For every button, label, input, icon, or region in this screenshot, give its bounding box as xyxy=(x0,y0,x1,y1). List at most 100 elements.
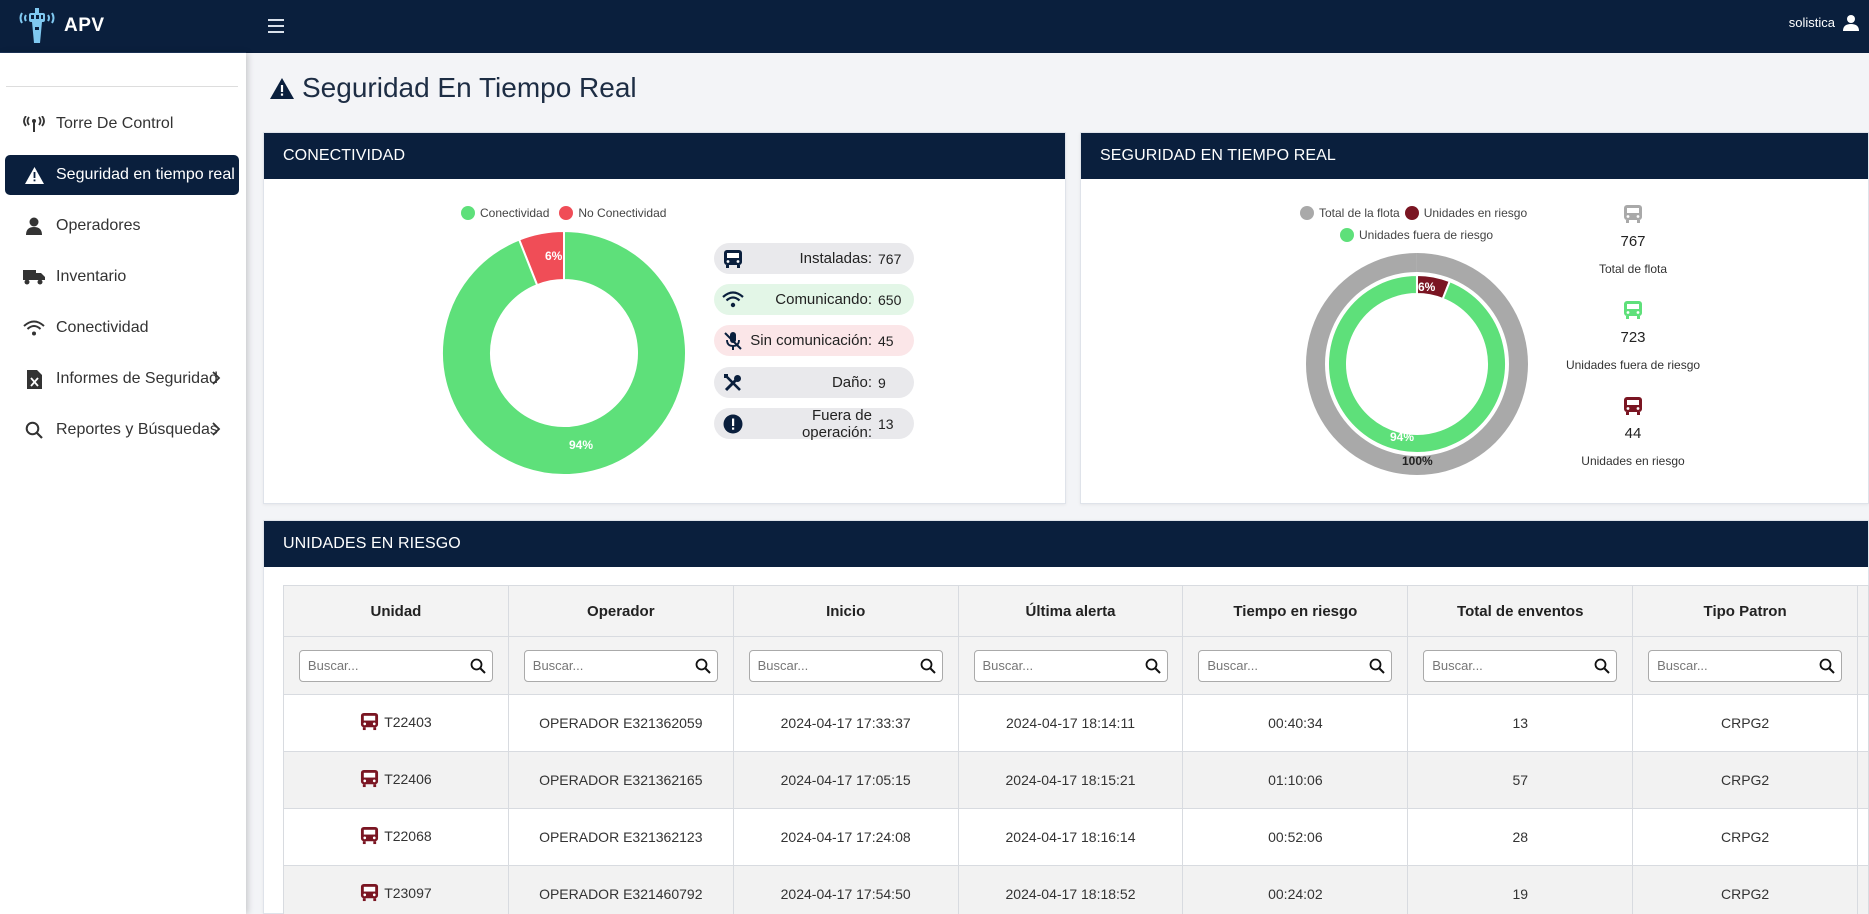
sidebar-item-label: Seguridad en tiempo real xyxy=(56,166,235,183)
search-field-total-eventos[interactable] xyxy=(1423,649,1618,682)
cell-operador: OPERADOR E321362059 xyxy=(507,694,734,752)
column-header-ultima-alerta[interactable]: Última alerta xyxy=(957,585,1184,637)
stat-label: Unidades fuera de riesgo xyxy=(1565,358,1701,372)
stat-value: 13 xyxy=(878,415,894,432)
stat-value: 767 xyxy=(1620,233,1646,250)
brand[interactable]: APV xyxy=(0,0,246,53)
cell-tiempo-riesgo: 00:40:34 xyxy=(1182,694,1409,752)
search-field-operador[interactable] xyxy=(523,649,718,682)
table-row[interactable]: T22406 OPERADOR E321362165 2024-04-17 17:0… xyxy=(283,751,1869,809)
column-header-operador[interactable]: Operador xyxy=(507,585,734,637)
column-header-tipo-patron[interactable]: Tipo Patron xyxy=(1632,585,1859,637)
table-row[interactable]: T23097 OPERADOR E321460792 2024-04-17 17:5… xyxy=(283,865,1869,914)
search-icon[interactable] xyxy=(1594,658,1610,674)
sidebar-item-torre-de-control[interactable]: Torre De Control xyxy=(5,104,239,144)
filter-cell xyxy=(1857,636,1869,695)
table-row[interactable]: T22068 OPERADOR E321362123 2024-04-17 17:2… xyxy=(283,808,1869,866)
search-input[interactable] xyxy=(1657,658,1820,673)
search-icon[interactable] xyxy=(1369,658,1386,674)
cell-total-eventos: 28 xyxy=(1407,808,1634,866)
legend-label[interactable]: No Conectividad xyxy=(578,206,667,220)
cell-operador: OPERADOR E321362123 xyxy=(507,808,734,866)
filter-cell xyxy=(1632,636,1859,695)
user-menu[interactable]: solistica xyxy=(1789,14,1859,31)
search-input[interactable] xyxy=(757,658,920,673)
sidebar-item-label: Torre De Control xyxy=(56,115,174,132)
column-header-total-eventos[interactable]: Total de enventos xyxy=(1407,585,1634,637)
warning-icon xyxy=(23,164,45,186)
sidebar-item-seguridad-en-tiempo-real[interactable]: Seguridad en tiempo real xyxy=(5,155,239,195)
antenna-icon xyxy=(23,113,45,135)
legend-label[interactable]: Conectividad xyxy=(480,206,550,220)
security-legend: Total de la flota Unidades en riesgo xyxy=(1300,206,1527,220)
sidebar-item-conectividad[interactable]: Conectividad xyxy=(5,308,239,348)
filter-cell xyxy=(507,636,734,695)
legend-dot-no-conectividad xyxy=(559,206,574,220)
search-input[interactable] xyxy=(982,658,1145,673)
cell-total-eventos: 57 xyxy=(1407,751,1634,809)
card-title: UNIDADES EN RIESGO xyxy=(283,535,461,552)
unit-id: T22403 xyxy=(384,713,432,730)
unit-cell[interactable]: T22068 xyxy=(360,826,432,845)
search-field-tiempo-riesgo[interactable] xyxy=(1198,649,1393,682)
filter-cell xyxy=(732,636,959,695)
column-header-tiempo-en-riesgo[interactable]: Tiempo en riesgo xyxy=(1182,585,1409,637)
control-tower-logo-icon xyxy=(19,8,55,43)
column-header-inicio[interactable]: Inicio xyxy=(732,585,959,637)
excel-file-icon xyxy=(23,368,45,390)
sidebar-item-reportes-y-busquedas[interactable]: Reportes y Búsquedas xyxy=(5,410,239,450)
cell-tipo-patron: CRPG2 xyxy=(1632,865,1859,914)
search-icon[interactable] xyxy=(920,658,936,674)
risk-units-table-wrap: Unidad Operador Inicio Última alerta Tie… xyxy=(283,585,1869,914)
donut-label-total: 100% xyxy=(1402,454,1433,468)
search-field-ultima-alerta[interactable] xyxy=(973,649,1168,682)
card-title: SEGURIDAD EN TIEMPO REAL xyxy=(1100,147,1336,164)
search-field-tipo-patron[interactable] xyxy=(1648,649,1843,682)
search-field-unidad[interactable] xyxy=(298,649,493,682)
menu-toggle-icon[interactable] xyxy=(268,16,288,36)
tools-icon xyxy=(721,371,745,395)
search-icon[interactable] xyxy=(470,658,486,674)
connectivity-donut-chart: 6% 94% xyxy=(442,231,686,475)
donut-segment-fuera-riesgo[interactable] xyxy=(1327,273,1507,454)
truck-icon xyxy=(23,266,45,288)
sidebar-item-inventario[interactable]: Inventario xyxy=(5,257,239,297)
cell-operador: OPERADOR E321460792 xyxy=(507,865,734,914)
cell-inicio: 2024-04-17 17:24:08 xyxy=(732,808,959,866)
sidebar-item-operadores[interactable]: Operadores xyxy=(5,206,239,246)
donut-label-connected: 94% xyxy=(569,438,593,452)
donut-segment-conectividad[interactable] xyxy=(442,231,686,475)
page-title-area: Seguridad En Tiempo Real xyxy=(270,72,637,104)
search-field-inicio[interactable] xyxy=(748,649,943,682)
cell-unidad: T22403 xyxy=(283,694,509,752)
unit-cell[interactable]: T22403 xyxy=(360,712,432,731)
table-row[interactable]: T22403 OPERADOR E321362059 2024-04-17 17:3… xyxy=(283,694,1869,752)
filter-cell xyxy=(1182,636,1409,695)
stat-dano: Daño: 9 xyxy=(714,367,914,398)
donut-label-risk: 6% xyxy=(1418,280,1436,294)
security-legend-row2: Unidades fuera de riesgo xyxy=(1340,228,1493,242)
stat-fuera-de-operacion: Fuera de operación: 13 xyxy=(714,407,914,441)
unit-cell[interactable]: T22406 xyxy=(360,769,432,788)
search-icon[interactable] xyxy=(1819,658,1835,674)
search-icon[interactable] xyxy=(1145,658,1161,674)
legend-label[interactable]: Unidades en riesgo xyxy=(1423,206,1528,220)
cell-inicio: 2024-04-17 17:05:15 xyxy=(732,751,959,809)
search-input[interactable] xyxy=(532,658,695,673)
legend-label[interactable]: Unidades fuera de riesgo xyxy=(1359,228,1494,242)
column-header-unidad[interactable]: Unidad xyxy=(283,585,509,637)
legend-label[interactable]: Total de la flota xyxy=(1319,206,1400,220)
unit-cell[interactable]: T23097 xyxy=(360,883,432,902)
search-icon xyxy=(23,419,45,441)
search-icon[interactable] xyxy=(695,658,711,674)
search-input[interactable] xyxy=(1432,658,1595,673)
sidebar-item-label: Operadores xyxy=(56,217,141,234)
stat-value: 45 xyxy=(878,332,894,349)
unit-id: T23097 xyxy=(384,884,432,901)
sidebar-item-informes-de-seguridad[interactable]: Informes de Seguridad xyxy=(5,359,239,399)
bus-icon xyxy=(1624,301,1642,319)
donut-label-disconnected: 6% xyxy=(545,249,563,263)
search-input[interactable] xyxy=(1207,658,1370,673)
cell-tipo-patron: CRPG2 xyxy=(1632,808,1859,866)
search-input[interactable] xyxy=(307,658,470,673)
